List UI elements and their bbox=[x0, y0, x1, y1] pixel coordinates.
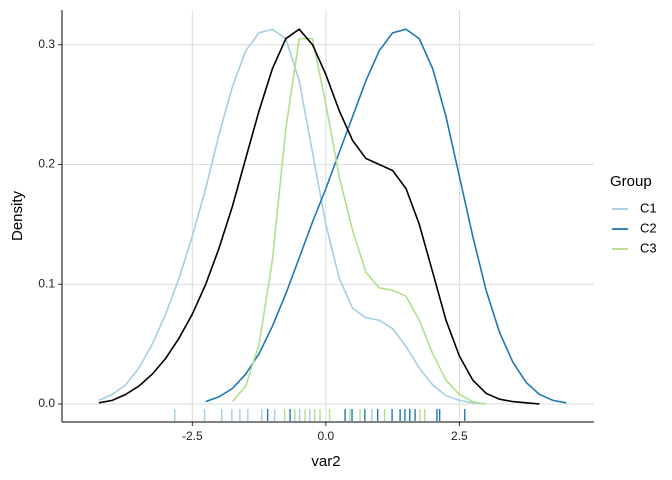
y-tick-label: 0.1 bbox=[38, 276, 55, 290]
x-axis-label: var2 bbox=[311, 453, 340, 470]
density-line bbox=[98, 28, 540, 405]
y-tick-label: 0.3 bbox=[38, 37, 55, 51]
x-tick-label: 2.5 bbox=[451, 429, 468, 443]
y-axis-label: Density bbox=[9, 190, 26, 241]
legend-label: C3 bbox=[640, 240, 657, 255]
density-line bbox=[98, 28, 487, 405]
y-tick-label: 0.2 bbox=[38, 157, 55, 171]
y-tick-label: 0.0 bbox=[38, 396, 55, 410]
x-tick-label: 0.0 bbox=[318, 429, 335, 443]
x-tick-label: -2.5 bbox=[182, 429, 203, 443]
density-line bbox=[205, 28, 567, 404]
legend-label: C2 bbox=[640, 220, 657, 235]
legend-label: C1 bbox=[640, 200, 657, 215]
density-line bbox=[231, 37, 487, 405]
legend-title: Group bbox=[610, 173, 652, 190]
